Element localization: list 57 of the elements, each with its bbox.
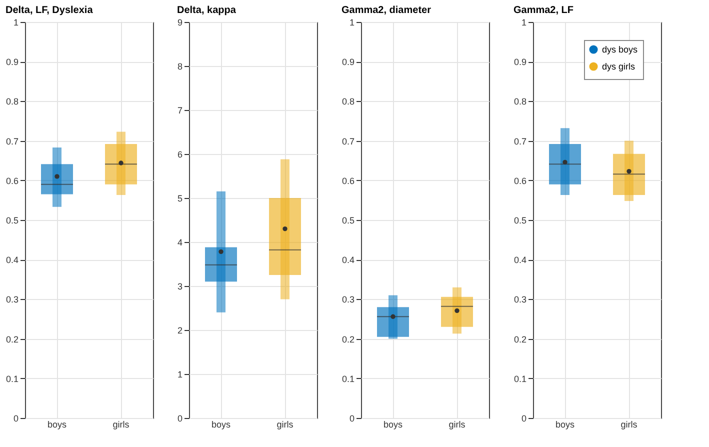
y-tick-label: 0 xyxy=(177,414,182,424)
y-tick-label: 0.5 xyxy=(342,216,354,226)
y-tick-label: 1 xyxy=(349,18,354,28)
y-tick-label: 0.2 xyxy=(342,334,354,344)
y-tick-label: 0.6 xyxy=(6,176,18,186)
chart-title: Delta, kappa xyxy=(176,5,236,16)
y-tick-label: 1 xyxy=(521,18,526,28)
y-tick-label: 0.3 xyxy=(6,294,18,305)
y-tick-label: 0.2 xyxy=(514,334,526,344)
x-tick-label: boys xyxy=(555,420,576,430)
y-tick-label: 6 xyxy=(177,150,182,160)
x-tick-label: boys xyxy=(211,420,232,430)
y-tick-label: 0 xyxy=(349,414,354,424)
y-tick-label: 4 xyxy=(177,238,182,248)
y-tick-label: 0.1 xyxy=(514,374,526,384)
y-tick-label: 0.5 xyxy=(514,216,526,226)
y-tick-label: 1 xyxy=(13,18,18,28)
y-tick-label: 0.4 xyxy=(514,255,526,266)
legend-label: dys girls xyxy=(602,62,636,72)
chart-title: Gamma2, LF xyxy=(513,5,574,16)
x-tick-label: girls xyxy=(620,420,638,430)
y-tick-label: 0 xyxy=(521,414,526,424)
y-tick-label: 0.3 xyxy=(342,294,354,305)
y-tick-label: 5 xyxy=(177,194,182,204)
x-tick-label: girls xyxy=(112,420,130,430)
y-tick-label: 9 xyxy=(177,18,182,28)
y-tick-label: 1 xyxy=(177,370,182,380)
y-tick-label: 3 xyxy=(177,282,182,292)
y-tick-label: 0.7 xyxy=(342,136,354,146)
chart-title: Delta, LF, Dyslexia xyxy=(5,5,94,16)
y-tick-label: 0.6 xyxy=(514,176,526,186)
y-tick-label: 7 xyxy=(177,106,182,116)
y-tick-label: 0.9 xyxy=(6,57,18,68)
y-tick-label: 0.5 xyxy=(6,216,18,226)
y-tick-label: 0 xyxy=(13,414,18,424)
y-tick-label: 0.9 xyxy=(342,57,354,68)
y-tick-label: 0.4 xyxy=(342,255,354,266)
x-tick-label: girls xyxy=(448,420,466,430)
y-tick-label: 0.3 xyxy=(514,294,526,305)
y-tick-label: 0.9 xyxy=(514,57,526,68)
x-tick-label: boys xyxy=(47,420,68,430)
legend-label: dys boys xyxy=(602,44,638,54)
y-tick-label: 0.2 xyxy=(6,334,18,344)
x-tick-label: girls xyxy=(276,420,294,430)
y-tick-label: 0.7 xyxy=(514,136,526,146)
x-tick-label: boys xyxy=(383,420,404,430)
y-tick-label: 0.1 xyxy=(6,374,18,384)
chart-title: Gamma2, diameter xyxy=(341,5,432,16)
y-tick-label: 2 xyxy=(177,326,182,336)
y-tick-label: 0.7 xyxy=(6,136,18,146)
y-tick-label: 0.8 xyxy=(342,96,354,107)
y-tick-label: 0.6 xyxy=(342,176,354,186)
y-tick-label: 0.8 xyxy=(6,96,18,107)
y-tick-label: 0.4 xyxy=(6,255,18,266)
y-tick-label: 8 xyxy=(177,62,182,72)
y-tick-label: 0.1 xyxy=(342,374,354,384)
y-tick-label: 0.8 xyxy=(514,96,526,107)
